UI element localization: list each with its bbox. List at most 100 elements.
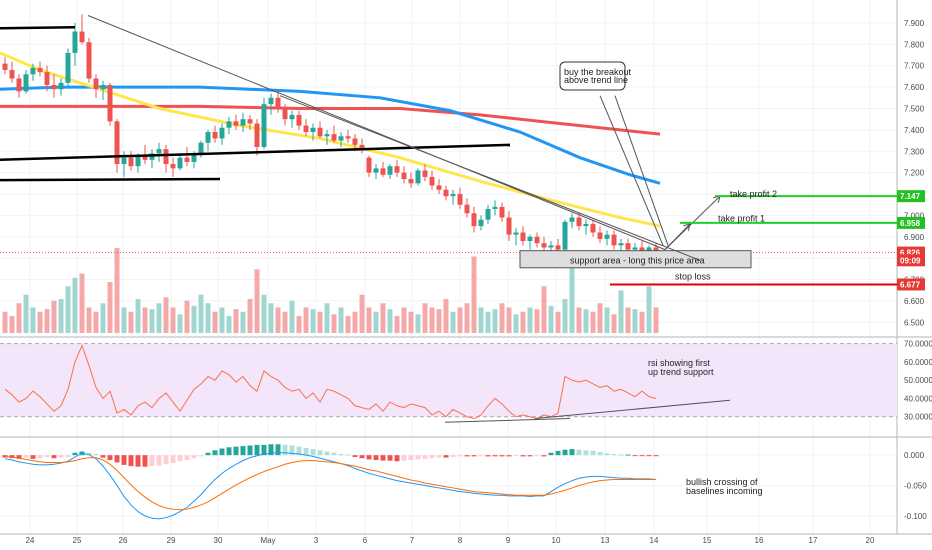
candle-body	[597, 232, 603, 239]
candle-body	[317, 127, 323, 137]
volume-bar	[401, 307, 407, 333]
candle-body	[72, 31, 78, 53]
volume-bar	[51, 300, 57, 333]
volume-bar	[485, 311, 491, 333]
macd-histogram-bar	[569, 449, 575, 456]
rsi-annotation: rsi showing first	[648, 358, 711, 368]
volume-bar	[590, 311, 596, 333]
arrow-head	[683, 223, 691, 231]
callout-text: buy the breakout	[564, 67, 632, 77]
macd-histogram-bar	[156, 455, 162, 466]
rsi-annotation: up trend support	[648, 367, 714, 377]
rsi-y-tick-label: 70.0000	[904, 340, 932, 349]
price-y-tick-label: 6.500	[904, 318, 925, 327]
price-tag-label: 6.958	[900, 219, 921, 228]
x-tick-label: 20	[866, 536, 875, 545]
candle-body	[583, 223, 589, 227]
price-tag-label: 09:09	[900, 256, 921, 265]
candle-body	[100, 84, 106, 90]
price-y-tick-label: 7.800	[904, 40, 925, 49]
x-tick-label: 17	[809, 536, 818, 545]
candle-body	[562, 221, 568, 250]
volume-bar	[422, 303, 428, 333]
volume-bar	[555, 311, 561, 333]
candle-body	[191, 153, 197, 162]
macd-y-tick-label: 0.000	[904, 451, 925, 460]
macd-y-tick-label: -0.100	[904, 512, 927, 521]
price-tag-label: 7.147	[900, 192, 921, 201]
candle-body	[639, 247, 645, 252]
macd-histogram-bar	[555, 450, 561, 456]
macd-histogram-bar	[401, 455, 407, 461]
x-tick-label: 3	[314, 536, 319, 545]
candle-body	[464, 204, 470, 214]
candle-body	[478, 219, 484, 227]
candle-body	[58, 82, 64, 90]
x-tick-label: 15	[703, 536, 712, 545]
macd-histogram-bar	[366, 455, 372, 460]
candle-body	[184, 157, 190, 162]
x-tick-label: 30	[214, 536, 223, 545]
macd-histogram-bar	[534, 455, 540, 457]
candle-body	[135, 155, 141, 167]
candle-body	[170, 164, 176, 169]
volume-bar	[219, 307, 225, 333]
candle-body	[226, 121, 232, 128]
macd-histogram-bar	[331, 452, 337, 456]
candle-body	[142, 155, 148, 160]
x-tick-label: 29	[167, 536, 176, 545]
volume-bar	[156, 303, 162, 333]
x-tick-label: 14	[650, 536, 659, 545]
candle-body	[394, 166, 400, 173]
price-tag-label: 6.677	[900, 280, 921, 289]
volume-bar	[541, 286, 547, 333]
macd-histogram-bar	[219, 448, 225, 456]
volume-bar	[317, 311, 323, 333]
macd-histogram-bar	[443, 455, 449, 458]
macd-histogram-bar	[226, 447, 232, 456]
volume-bar	[499, 303, 505, 333]
macd-histogram-bar	[471, 455, 477, 457]
macd-annotation: bullish crossing of	[686, 477, 758, 487]
volume-bar	[65, 286, 71, 333]
trend-line	[0, 25, 76, 30]
price-tag	[897, 254, 925, 267]
macd-histogram-bar	[506, 455, 512, 457]
volume-bar	[275, 307, 281, 333]
rsi-y-tick-label: 50.0000	[904, 376, 932, 385]
volume-bar	[79, 273, 85, 333]
macd-histogram-bar	[352, 455, 358, 457]
candle-body	[450, 194, 456, 197]
candle-body	[611, 234, 617, 246]
volume-bar	[72, 277, 78, 333]
candle-body	[359, 144, 365, 150]
price-annotation: stop loss	[675, 271, 711, 281]
x-tick-label: May	[260, 536, 275, 545]
macd-histogram-bar	[247, 445, 253, 456]
price-tag	[897, 190, 925, 203]
volume-bar	[184, 300, 190, 333]
candle-body	[632, 247, 638, 250]
candle-body	[331, 134, 337, 141]
volume-bar	[142, 307, 148, 333]
candle-body	[429, 176, 435, 186]
volume-bar	[345, 316, 351, 333]
candle-body	[541, 243, 547, 248]
macd-histogram-bar	[604, 453, 610, 456]
price-y-tick-label: 7.400	[904, 126, 925, 135]
candle-body	[93, 78, 99, 90]
candle-body	[618, 243, 624, 246]
candle-body	[422, 170, 428, 177]
macd-histogram-bar	[387, 455, 393, 461]
volume-bar	[240, 311, 246, 333]
volume-bar	[121, 307, 127, 333]
volume-bar	[331, 314, 337, 333]
x-tick-label: 10	[552, 536, 561, 545]
candle-body	[380, 168, 386, 175]
macd-histogram-bar	[30, 455, 36, 459]
macd-histogram-bar	[37, 455, 43, 459]
